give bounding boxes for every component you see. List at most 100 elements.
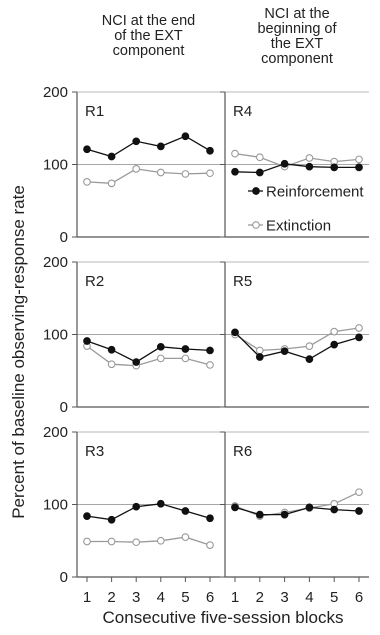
panel-label: R6 [233,443,252,460]
series-line-extinction [234,327,360,352]
series-line-reinforcement [86,503,211,521]
data-point-reinforcement [107,515,116,524]
data-point-extinction [231,149,239,158]
data-point-reinforcement [181,132,190,141]
data-point-reinforcement [330,505,339,514]
panel-label: R4 [233,103,252,120]
data-point-extinction [355,488,363,497]
data-point-reinforcement [156,499,165,508]
data-point-reinforcement [83,512,91,520]
data-point-reinforcement [280,347,289,356]
data-point-reinforcement [330,340,339,349]
column-title-line: NCI at the [264,6,329,22]
data-point-reinforcement [206,146,214,155]
column-title-line: the EXT [271,36,324,52]
y-tick-label: 200 [43,254,68,271]
legend-label: Extinction [266,218,331,235]
data-point-extinction [206,361,214,369]
data-point-reinforcement [132,137,141,146]
data-point-extinction [156,354,165,363]
x-tick-label: 4 [157,589,165,606]
data-point-reinforcement [181,507,190,515]
y-axis-label: Percent of baseline observing-response r… [9,185,28,519]
x-tick-label: 3 [280,589,288,606]
data-point-extinction [181,170,190,178]
x-tick-label: 1 [83,589,91,606]
series-line-extinction [87,536,211,546]
y-tick-label: 100 [43,497,68,514]
x-tick-label: 2 [107,589,115,606]
data-point-reinforcement [107,345,116,354]
data-point-reinforcement [231,167,239,176]
data-point-reinforcement [255,510,264,519]
panel-r5: R5 [220,261,369,408]
column-title-line: component [113,43,185,59]
data-point-reinforcement [206,346,214,355]
x-tick-label: 4 [305,589,313,606]
data-point-extinction [330,327,339,336]
column-title-line: NCI at the end [102,13,196,29]
x-tick-label: 1 [231,589,239,606]
data-point-extinction [206,541,214,549]
data-point-reinforcement [107,152,116,161]
data-point-extinction [107,360,116,369]
panel-label: R5 [233,273,252,290]
panel-label: R2 [85,273,104,290]
y-tick-label: 100 [43,157,68,174]
x-tick-label: 5 [330,589,338,606]
data-point-extinction [305,154,314,162]
data-point-reinforcement [83,145,91,154]
legend-marker [252,221,260,229]
column-title-line: beginning of [257,21,337,37]
y-tick-label: 100 [43,327,68,344]
y-axis-tick-labels: 0 100 200 0 100 200 0 100 200 [43,84,68,586]
x-tick-label: 3 [132,589,140,606]
data-point-reinforcement [355,333,363,342]
data-point-reinforcement [305,503,314,512]
data-point-extinction [255,153,264,162]
data-point-reinforcement [156,342,165,351]
data-point-extinction [132,538,141,547]
data-point-reinforcement [255,353,264,361]
data-point-reinforcement [305,162,314,171]
panel-r3: R3 [72,431,220,582]
data-point-extinction [156,168,165,177]
data-point-extinction [107,537,116,546]
data-point-reinforcement [181,345,190,353]
panels: R1 R4 R2 R5 R3 R6 [72,91,369,582]
panel-label: R3 [85,443,104,460]
y-tick-label: 200 [43,424,68,441]
legend-marker [252,187,260,195]
data-point-extinction [255,346,264,355]
data-point-reinforcement [206,514,214,523]
data-point-reinforcement [280,510,289,519]
panel-label: R1 [85,103,104,120]
series-line-reinforcement [234,331,360,360]
series-line-reinforcement [234,163,359,174]
data-point-extinction [355,155,363,164]
data-point-extinction [107,179,116,188]
x-tick-label: 5 [181,589,189,606]
data-point-extinction [206,169,214,178]
column-title-line: of the EXT [114,28,183,44]
panel-r2: R2 [72,261,220,408]
series-line-extinction [234,152,360,168]
data-point-extinction [83,537,91,546]
y-tick-label: 0 [60,399,68,416]
data-point-reinforcement [355,163,363,172]
data-point-reinforcement [231,503,239,512]
data-point-extinction [181,354,190,363]
data-point-extinction [83,178,91,186]
series-line-reinforcement [86,135,211,158]
y-tick-label: 0 [60,229,68,246]
panel-r1: R1 [72,91,220,238]
data-point-extinction [132,165,141,173]
data-point-reinforcement [132,502,141,511]
legend: Reinforcement Extinction [248,184,364,235]
data-point-extinction [305,342,314,350]
data-point-extinction [355,324,363,332]
column-title-line: component [261,51,333,67]
series-line-extinction [234,491,360,517]
